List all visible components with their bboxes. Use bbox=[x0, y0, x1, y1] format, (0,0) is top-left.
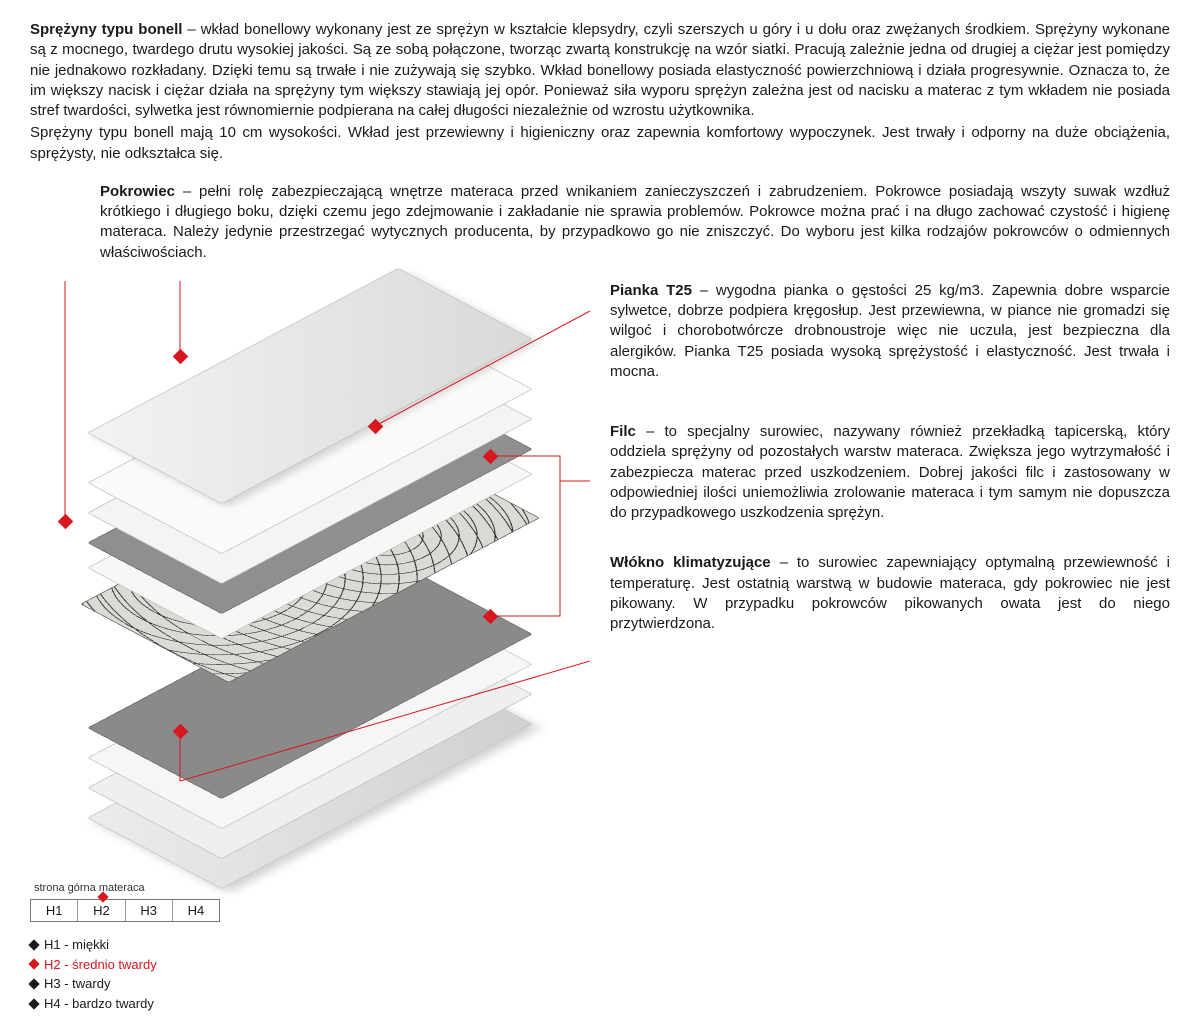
callout-filc: Filc – to specjalny surowiec, nazywany r… bbox=[610, 422, 1170, 523]
legend-item-h3: H3 - twardy bbox=[30, 975, 1170, 993]
legend-cell-h1: H1 bbox=[31, 900, 78, 922]
legend-table: H1 H2 H3 H4 bbox=[30, 899, 220, 923]
pokrowiec-text: – pełni rolę zabezpieczającą wnętrze mat… bbox=[100, 183, 1170, 261]
bonell-paragraph: Sprężyny typu bonell – wkład bonellowy w… bbox=[30, 20, 1170, 121]
legend-item-h1: H1 - miękki bbox=[30, 936, 1170, 954]
pianka-lead: Pianka T25 bbox=[610, 282, 692, 299]
legend-cell-h4: H4 bbox=[173, 900, 219, 922]
bonell-lead: Sprężyny typu bonell bbox=[30, 21, 182, 38]
legend-list: H1 - miękki H2 - średnio twardy H3 - twa… bbox=[30, 936, 1170, 1012]
point-bonell bbox=[58, 513, 74, 529]
pokrowiec-paragraph: Pokrowiec – pełni rolę zabezpieczającą w… bbox=[30, 182, 1170, 263]
wlokno-lead: Włókno klimatyzujące bbox=[610, 554, 771, 571]
filc-lead: Filc bbox=[610, 423, 636, 440]
bonell-text: – wkład bonellowy wykonany jest ze spręż… bbox=[30, 21, 1170, 119]
legend-item-label: H1 - miękki bbox=[44, 936, 109, 954]
diagram-section: Pianka T25 – wygodna pianka o gęstości 2… bbox=[30, 281, 1170, 811]
exploded-diagram bbox=[30, 281, 590, 811]
pianka-text: – wygodna pianka o gęstości 25 kg/m3. Za… bbox=[610, 282, 1170, 380]
diamond-icon bbox=[28, 939, 39, 950]
bonell-paragraph-2: Sprężyny typu bonell mają 10 cm wysokośc… bbox=[30, 123, 1170, 164]
legend-item-h4: H4 - bardzo twardy bbox=[30, 995, 1170, 1013]
legend-cell-h2: H2 bbox=[78, 900, 125, 922]
pokrowiec-lead: Pokrowiec bbox=[100, 183, 175, 200]
legend-item-label: H3 - twardy bbox=[44, 975, 110, 993]
diamond-icon bbox=[28, 978, 39, 989]
legend-caption: strona górna materaca bbox=[30, 881, 1170, 896]
legend-item-label: H4 - bardzo twardy bbox=[44, 995, 154, 1013]
legend-item-label: H2 - średnio twardy bbox=[44, 956, 157, 974]
point-pokrowiec bbox=[173, 348, 189, 364]
diamond-icon bbox=[28, 959, 39, 970]
legend-cell-h3: H3 bbox=[126, 900, 173, 922]
filc-text: – to specjalny surowiec, nazywany równie… bbox=[610, 423, 1170, 521]
callout-pianka: Pianka T25 – wygodna pianka o gęstości 2… bbox=[610, 281, 1170, 382]
firmness-legend: strona górna materaca H1 H2 H3 H4 H1 - m… bbox=[30, 881, 1170, 1013]
callouts: Pianka T25 – wygodna pianka o gęstości 2… bbox=[610, 281, 1170, 811]
callout-wlokno: Włókno klimatyzujące – to surowiec zapew… bbox=[610, 553, 1170, 634]
legend-item-h2: H2 - średnio twardy bbox=[30, 956, 1170, 974]
